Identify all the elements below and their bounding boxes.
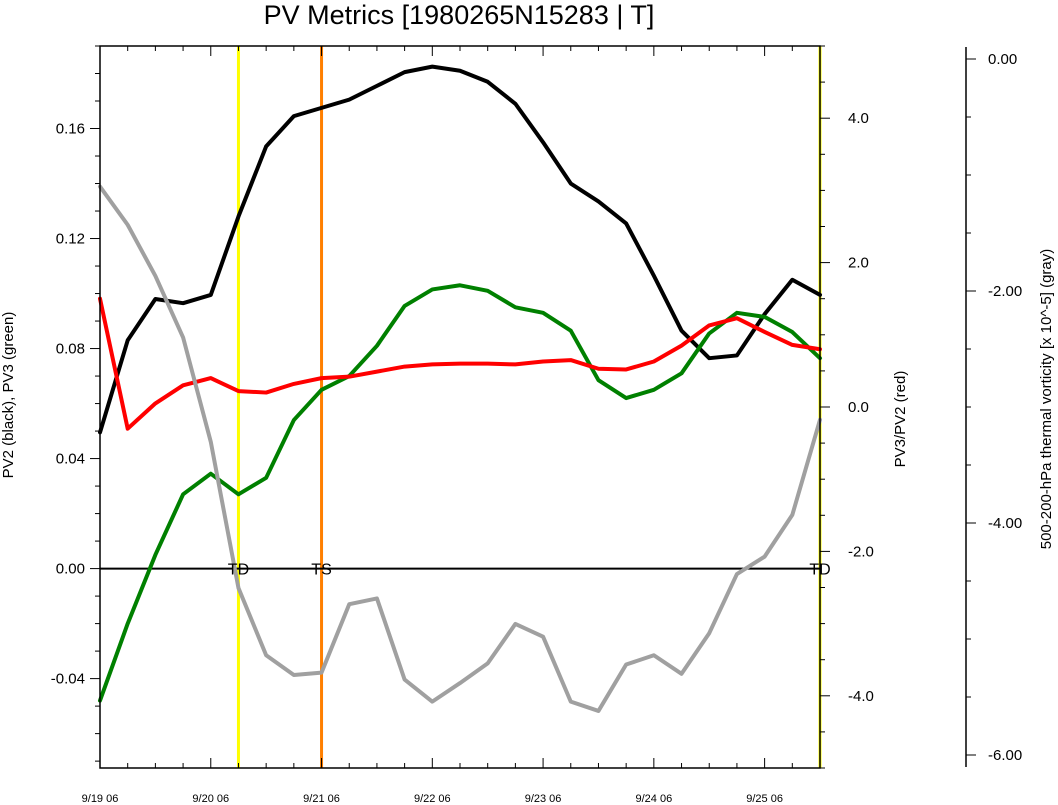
left-tick-label: -0.04 xyxy=(51,671,85,688)
far-tick-label: 0.00 xyxy=(988,51,1017,68)
chart-title: PV Metrics [1980265N15283 | T] xyxy=(264,0,655,30)
far-tick-label: -2.00 xyxy=(988,283,1022,300)
x-tick-label: 9/20 06 xyxy=(192,793,229,805)
left-tick-label: 0.16 xyxy=(56,121,85,138)
far-tick-label: -6.00 xyxy=(988,747,1022,764)
right-tick-label: 2.0 xyxy=(848,255,869,272)
right-tick-label: 0.0 xyxy=(848,399,869,416)
far-tick-label: -4.00 xyxy=(988,515,1022,532)
x-axis: 9/19 06 9/20 06 9/21 06 9/22 06 9/23 06 9/24 … xyxy=(82,46,821,805)
series-line-1 xyxy=(98,283,822,703)
left-axis: -0.04 0.00 0.04 0.08 0.12 0.16 xyxy=(51,45,100,762)
series-lines xyxy=(98,64,822,713)
left-tick-label: 0.04 xyxy=(56,451,85,468)
marker-label-1: TS xyxy=(311,562,331,579)
x-tick-label: 9/23 06 xyxy=(525,793,562,805)
x-tick-label: 9/24 06 xyxy=(635,793,672,805)
left-axis-title: PV2 (black), PV3 (green) xyxy=(0,312,17,479)
x-tick-label: 9/22 06 xyxy=(414,793,451,805)
far-right-axis: 0.00 -2.00 -4.00 -6.00 xyxy=(965,47,1022,767)
right-axis-title: PV3/PV2 (red) xyxy=(892,371,909,468)
right-axis: -4.0 -2.0 0.0 2.0 4.0 xyxy=(820,45,874,769)
x-tick-label: 9/25 06 xyxy=(746,793,783,805)
marker-label-0: TD xyxy=(228,562,249,579)
left-tick-label: 0.00 xyxy=(56,561,85,578)
far-right-axis-title: 500-200-hPa thermal vorticity [x 10^-5] … xyxy=(1038,249,1055,550)
series-line-3 xyxy=(98,184,822,713)
right-tick-label: -4.0 xyxy=(848,688,874,705)
x-tick-label: 9/21 06 xyxy=(303,793,340,805)
right-tick-label: 4.0 xyxy=(848,110,869,127)
left-tick-label: 0.12 xyxy=(56,231,85,248)
series-line-2 xyxy=(98,296,822,431)
plot-frame xyxy=(99,45,821,769)
x-tick-label: 9/19 06 xyxy=(82,793,119,805)
left-tick-label: 0.08 xyxy=(56,341,85,358)
right-tick-label: -2.0 xyxy=(848,543,874,560)
